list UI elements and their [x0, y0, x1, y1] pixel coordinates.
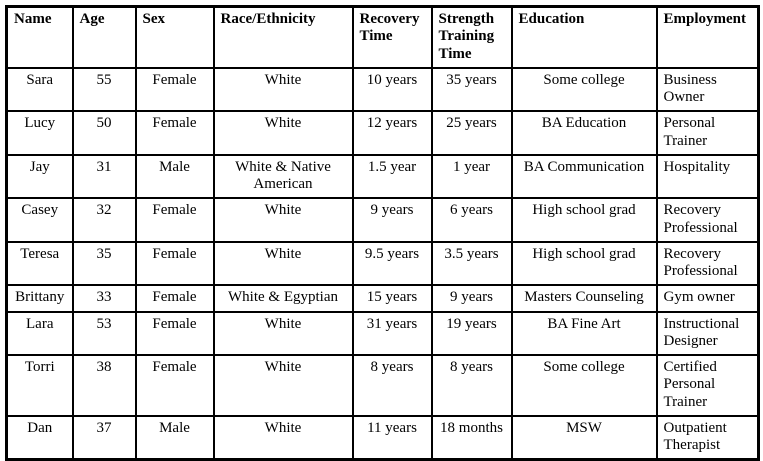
table-cell: 8 years [430, 354, 513, 417]
table-cell: 18 months [430, 414, 513, 461]
participants-table: Name Age Sex Race/Ethnicity Recovery Tim… [5, 5, 760, 461]
table-row: Sara 55 Female White 10 years 35 years Some co… [5, 66, 760, 113]
column-header-race-ethnicity: Race/Ethnicity [212, 5, 354, 69]
table-row: Lucy 50 Female White 12 years 25 years BA Educ… [5, 110, 760, 156]
column-header-name: Name [5, 5, 74, 69]
table-cell: Gym owner [655, 284, 760, 313]
table-cell: BA Fine Art [510, 310, 658, 356]
column-header-strength-training-time: Strength Training Time [430, 5, 513, 69]
table-cell: High school grad [510, 197, 658, 243]
table-cell: 25 years [430, 110, 513, 156]
table-cell: 55 [71, 66, 137, 113]
table-cell: Casey [5, 197, 74, 243]
table-cell: Recovery Professional [655, 240, 760, 287]
table-cell: Recovery Professional [655, 197, 760, 243]
table-cell: Personal Trainer [655, 110, 760, 156]
table-row: Teresa 35 Female White 9.5 years 3.5 years Hig… [5, 240, 760, 287]
table-cell: Female [134, 240, 215, 287]
table-cell: Some college [510, 354, 658, 417]
table-cell: White [212, 240, 354, 287]
table-row: Casey 32 Female White 9 years 6 years High sch… [5, 197, 760, 243]
table-cell: 38 [71, 354, 137, 417]
table-cell: 12 years [351, 110, 433, 156]
table-cell: Lara [5, 310, 74, 356]
table-cell: 1.5 year [351, 153, 433, 200]
table-cell: Female [134, 110, 215, 156]
table-cell: White [212, 354, 354, 417]
table-cell: 50 [71, 110, 137, 156]
table-cell: 9.5 years [351, 240, 433, 287]
table-body: Sara 55 Female White 10 years 35 years Some co… [5, 66, 760, 461]
table-cell: BA Communication [510, 153, 658, 200]
table-cell: White [212, 66, 354, 113]
table-cell: Torri [5, 354, 74, 417]
table-cell: 10 years [351, 66, 433, 113]
column-header-education: Education [510, 5, 658, 69]
table-cell: Brittany [5, 284, 74, 313]
table-cell: BA Education [510, 110, 658, 156]
table-cell: Female [134, 66, 215, 113]
table-cell: Lucy [5, 110, 74, 156]
table-cell: 32 [71, 197, 137, 243]
column-header-age: Age [71, 5, 137, 69]
table-cell: Some college [510, 66, 658, 113]
table-cell: White [212, 197, 354, 243]
table-cell: 35 years [430, 66, 513, 113]
table-cell: Female [134, 284, 215, 313]
table-cell: 11 years [351, 414, 433, 461]
table-cell: 9 years [351, 197, 433, 243]
table-cell: Female [134, 310, 215, 356]
header-row: Name Age Sex Race/Ethnicity Recovery Tim… [5, 5, 760, 69]
table-cell: Female [134, 197, 215, 243]
table-cell: High school grad [510, 240, 658, 287]
table-cell: Jay [5, 153, 74, 200]
table-cell: White & Native American [212, 153, 354, 200]
column-header-recovery-time: Recovery Time [351, 5, 433, 69]
table-cell: White [212, 310, 354, 356]
table-cell: 8 years [351, 354, 433, 417]
table-cell: 31 [71, 153, 137, 200]
table-row: Lara 53 Female White 31 years 19 years BA Fine… [5, 310, 760, 356]
table-row: Torri 38 Female White 8 years 8 years Some col… [5, 354, 760, 417]
table-cell: Female [134, 354, 215, 417]
table-row: Jay 31 Male White & Native American 1.5 year… [5, 153, 760, 200]
table-cell: White [212, 414, 354, 461]
table-cell: Dan [5, 414, 74, 461]
table-cell: 15 years [351, 284, 433, 313]
table-cell: Hospitality [655, 153, 760, 200]
table-cell: 53 [71, 310, 137, 356]
table-cell: 33 [71, 284, 137, 313]
table-cell: Certified Personal Trainer [655, 354, 760, 417]
table-cell: Male [134, 414, 215, 461]
table-cell: White [212, 110, 354, 156]
table-row: Brittany 33 Female White & Egyptian 15 years… [5, 284, 760, 313]
table-cell: MSW [510, 414, 658, 461]
column-header-employment: Employment [655, 5, 760, 69]
table-cell: 1 year [430, 153, 513, 200]
table-cell: 9 years [430, 284, 513, 313]
table-cell: 31 years [351, 310, 433, 356]
table-cell: Outpatient Therapist [655, 414, 760, 461]
table-cell: White & Egyptian [212, 284, 354, 313]
table-cell: Sara [5, 66, 74, 113]
table-cell: Male [134, 153, 215, 200]
column-header-sex: Sex [134, 5, 215, 69]
table-cell: Teresa [5, 240, 74, 287]
table-cell: Instructional Designer [655, 310, 760, 356]
table-cell: 35 [71, 240, 137, 287]
table-cell: Business Owner [655, 66, 760, 113]
table-cell: Masters Counseling [510, 284, 658, 313]
table-cell: 19 years [430, 310, 513, 356]
table-cell: 37 [71, 414, 137, 461]
table-cell: 3.5 years [430, 240, 513, 287]
table-row: Dan 37 Male White 11 years 18 months MSW Outpat… [5, 414, 760, 461]
table-cell: 6 years [430, 197, 513, 243]
